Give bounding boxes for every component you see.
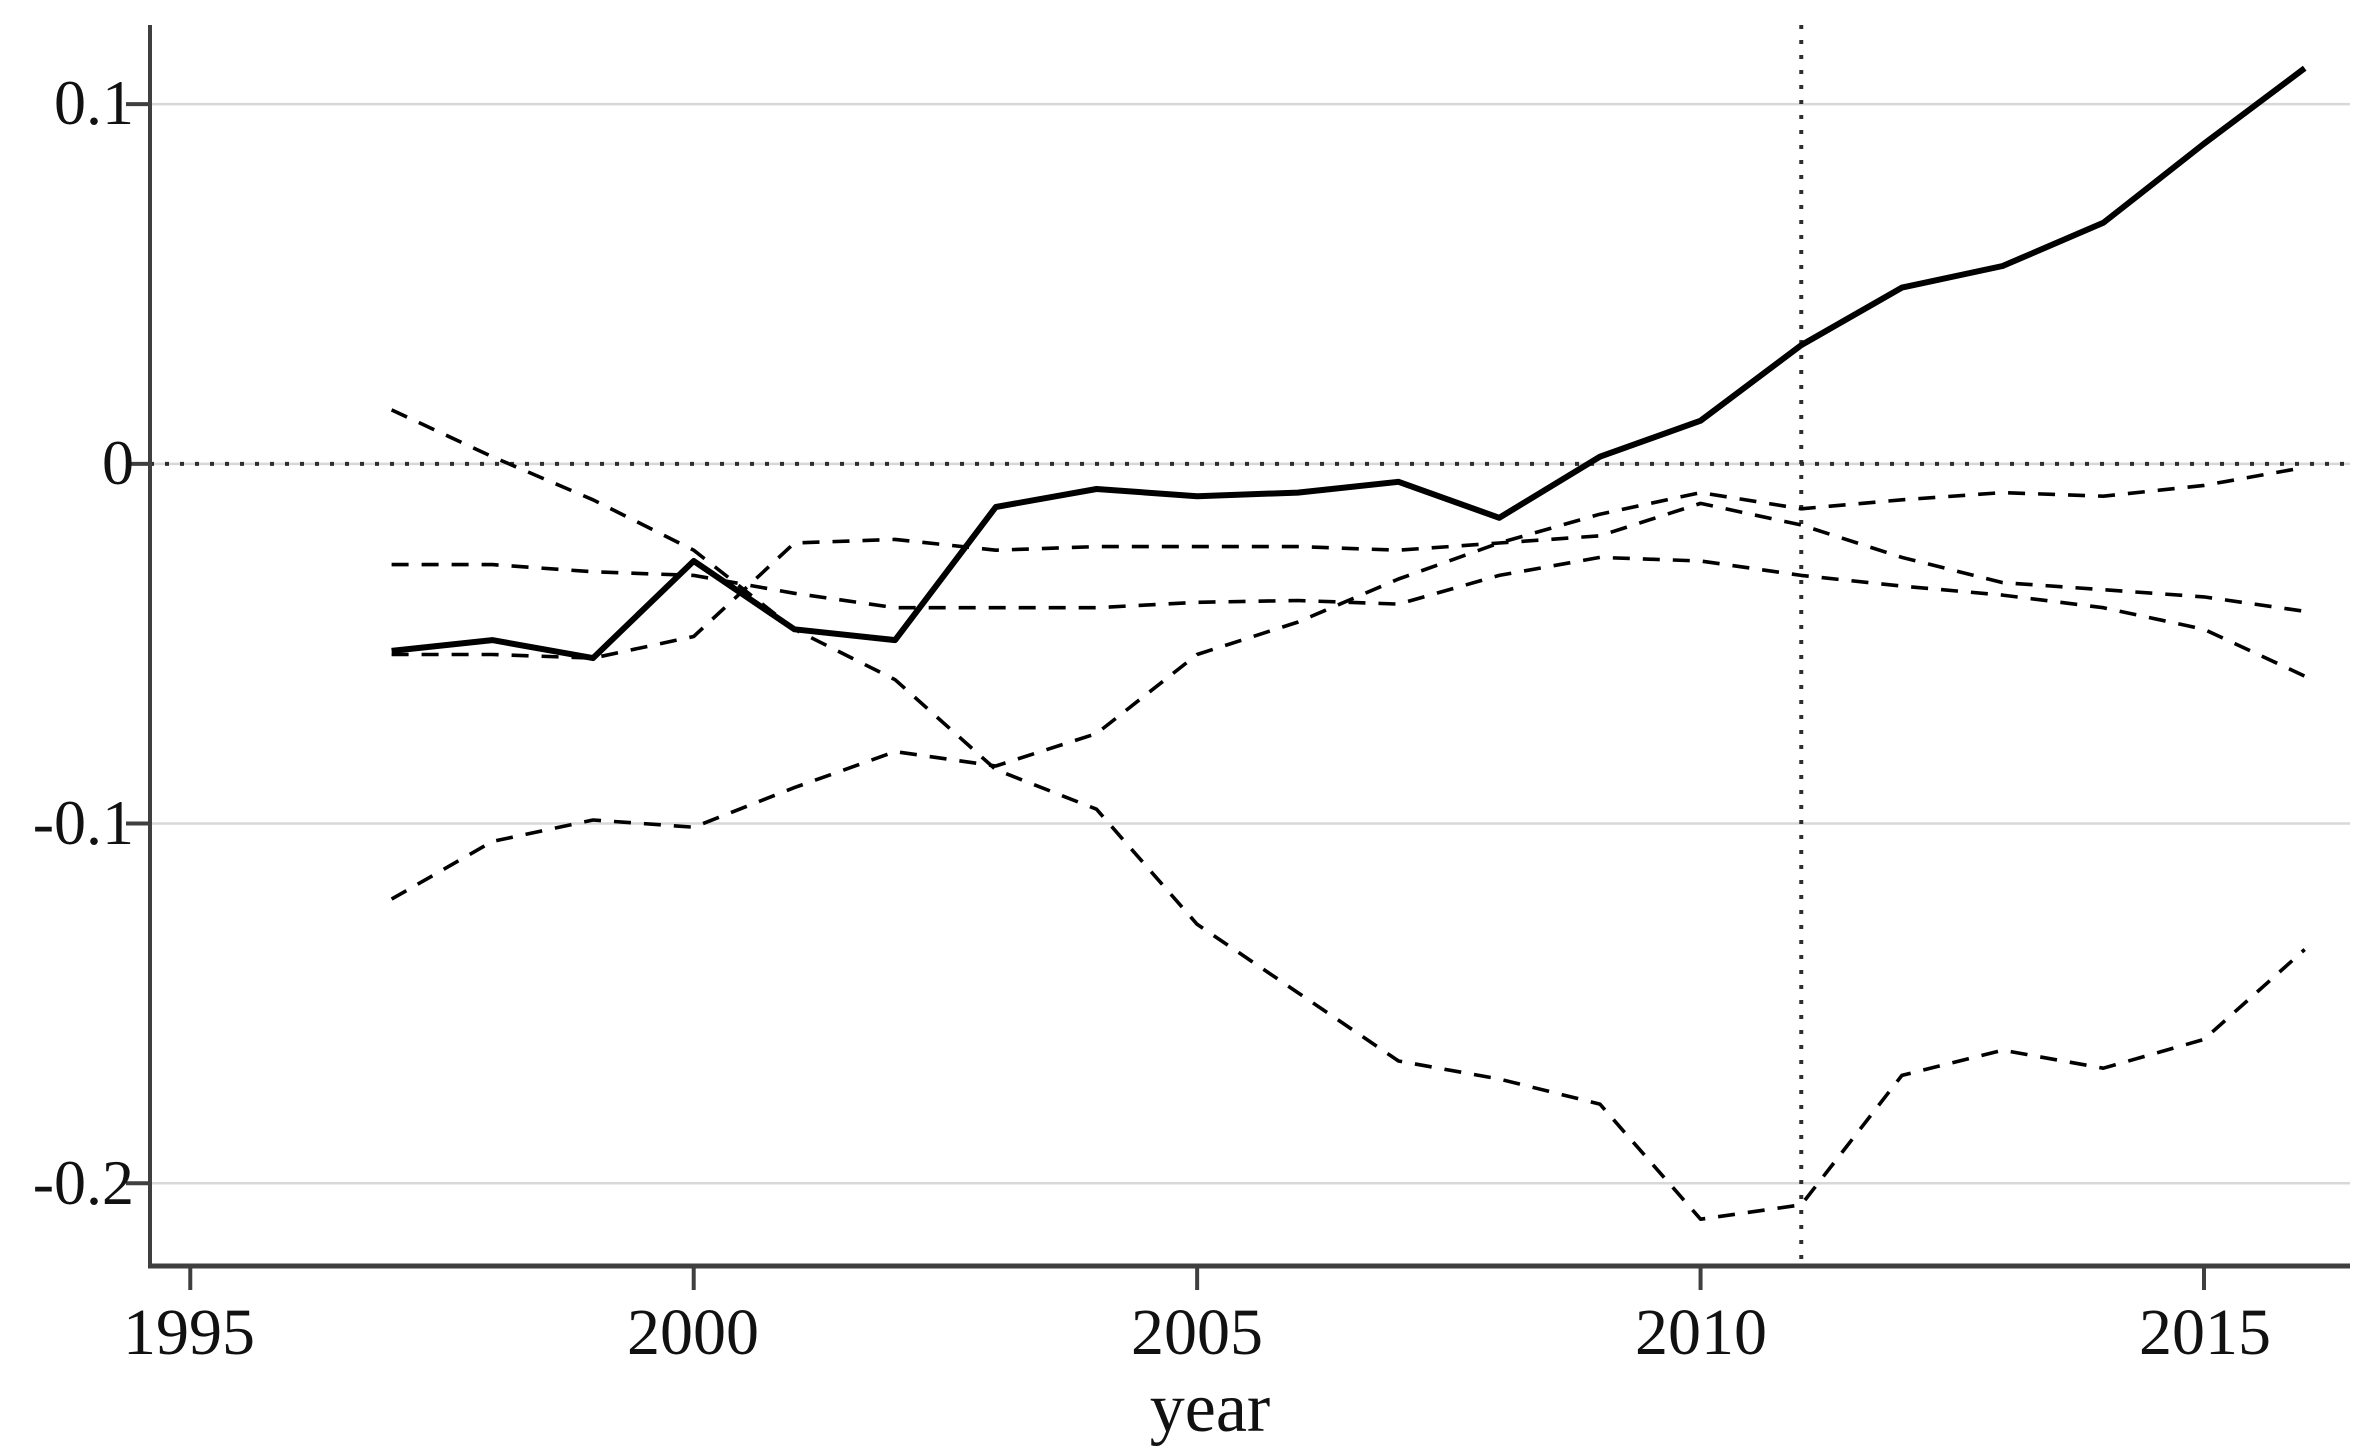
series-dashed-steep-decline [390, 408, 2306, 1221]
series-dashed-mid-upper [391, 555, 2306, 678]
y-tick-label--0.2: -0.2 [32, 1147, 134, 1218]
x-tick-label-2015: 2015 [2139, 1296, 2271, 1369]
series-solid-main [391, 65, 2307, 662]
x-tick-label-1995: 1995 [123, 1296, 255, 1369]
series-dashed-mid-lower [391, 501, 2305, 660]
x-tick-label-2010: 2010 [1635, 1296, 1767, 1369]
y-tick-label-0.1: 0.1 [54, 67, 134, 138]
x-tick-label-2000: 2000 [627, 1296, 759, 1369]
x-axis-title: year [1149, 1370, 1271, 1447]
y-tick-label-0: 0 [102, 427, 134, 498]
x-tick-label-2005: 2005 [1131, 1296, 1263, 1369]
y-tick-label--0.1: -0.1 [32, 787, 134, 858]
series-dashed-rising-to-zero [390, 465, 2306, 901]
